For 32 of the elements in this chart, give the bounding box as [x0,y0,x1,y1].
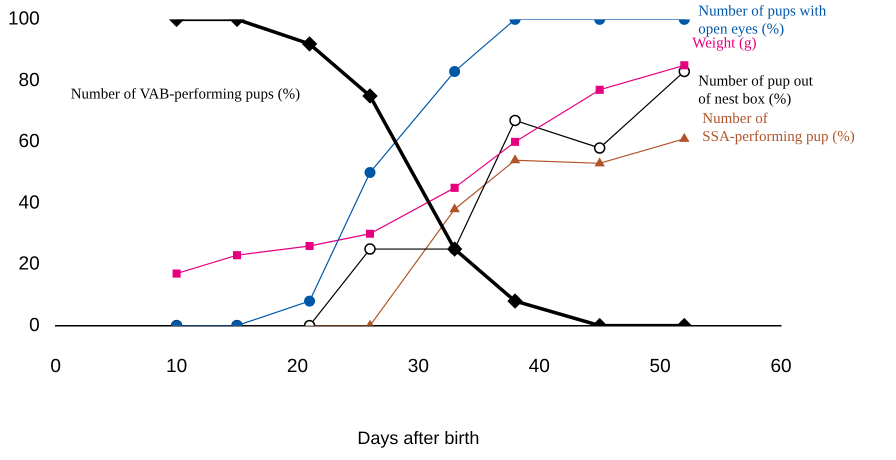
series-label: Number of SSA-performing pup (%) [702,110,855,145]
y-tick-label: 40 [18,192,40,214]
x-tick-label: 0 [50,356,61,378]
y-tick-label: 80 [18,70,40,91]
x-axis-title: Days after birth [357,428,480,448]
point [450,184,459,192]
point [450,204,460,212]
point [511,138,520,146]
point [596,86,604,94]
point [680,61,688,70]
y-tick-label: 100 [8,8,40,30]
point [594,158,605,166]
point [302,36,318,52]
point [594,142,606,154]
x-tick-label: 20 [286,356,308,378]
point [509,114,521,126]
x-tick-label: 60 [770,356,792,378]
series-label: Number of pup out of nest box (%) [698,73,814,108]
series-label: Number of pups with open eyes (%) [698,3,827,38]
point [364,167,376,178]
point [362,88,378,104]
point [510,154,520,164]
point [679,133,690,142]
x-tick-label: 50 [650,356,671,378]
y-tick-label: 0 [29,314,40,336]
x-tick-label: 40 [528,356,550,378]
text: Number of VAB-performing pups (%) [70,86,300,102]
x-tick-label: 30 [408,356,429,378]
y-tick-label: 60 [18,131,40,152]
point [449,66,460,77]
x-tick-label: 10 [166,356,188,378]
y-tick-label: 20 [18,254,40,275]
